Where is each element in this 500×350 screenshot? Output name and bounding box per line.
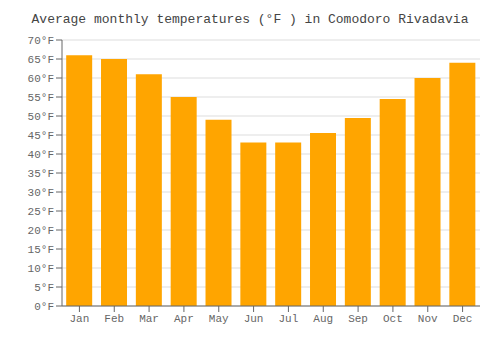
svg-text:Sep: Sep — [348, 313, 368, 325]
svg-text:45°F: 45°F — [28, 130, 54, 142]
svg-text:0°F: 0°F — [34, 301, 54, 313]
svg-text:30°F: 30°F — [28, 187, 54, 199]
svg-text:15°F: 15°F — [28, 244, 54, 256]
svg-text:40°F: 40°F — [28, 149, 54, 161]
svg-text:May: May — [209, 313, 229, 325]
svg-text:Mar: Mar — [139, 313, 159, 325]
svg-text:35°F: 35°F — [28, 168, 54, 180]
svg-text:60°F: 60°F — [28, 73, 54, 85]
svg-text:Dec: Dec — [453, 313, 473, 325]
svg-text:70°F: 70°F — [28, 35, 54, 47]
svg-text:50°F: 50°F — [28, 111, 54, 123]
svg-text:20°F: 20°F — [28, 225, 54, 237]
svg-text:65°F: 65°F — [28, 54, 54, 66]
svg-text:Oct: Oct — [383, 313, 403, 325]
svg-text:25°F: 25°F — [28, 206, 54, 218]
svg-text:Jul: Jul — [279, 313, 299, 325]
svg-text:Feb: Feb — [104, 313, 124, 325]
svg-text:55°F: 55°F — [28, 92, 54, 104]
svg-text:Apr: Apr — [174, 313, 194, 325]
html-text:Average monthly temperatures (: Average monthly temperatures (°F ) in Co… — [31, 12, 469, 27]
svg-text:5°F: 5°F — [34, 282, 54, 294]
svg-text:10°F: 10°F — [28, 263, 54, 275]
svg-text:Jun: Jun — [244, 313, 264, 325]
svg-text:Jan: Jan — [70, 313, 90, 325]
svg-text:Aug: Aug — [313, 313, 333, 325]
svg-text:Nov: Nov — [418, 313, 438, 325]
